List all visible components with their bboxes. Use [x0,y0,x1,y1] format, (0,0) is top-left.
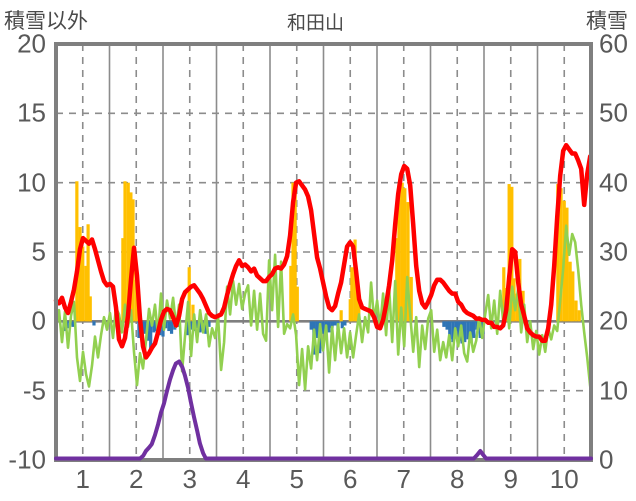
right-axis-tick: 50 [599,97,628,128]
right-axis-tick: 30 [599,236,628,267]
left-axis-tick: 0 [31,305,46,336]
chart-title: 和田山 [287,13,345,34]
left-axis-tick: -5 [22,375,46,406]
right-axis-tick: 10 [599,375,628,406]
x-axis-tick: 6 [343,464,358,494]
orange-bars [86,224,90,322]
orange-bars [123,181,127,322]
blue-bars [186,321,190,336]
x-axis-tick: 10 [549,464,579,494]
blue-bars [321,321,325,334]
blue-bars [340,321,344,329]
blue-bars [442,321,446,327]
blue-bars [463,321,467,343]
x-axis-tick: 9 [503,464,518,494]
orange-bars [565,207,569,322]
x-axis-tick: 4 [236,464,251,494]
orange-bars [357,304,361,322]
blue-bars [445,321,449,330]
blue-bars [92,321,96,326]
orange-bars [559,188,563,322]
left-axis-tick: 5 [31,236,46,267]
orange-bars [187,267,191,322]
orange-bars [515,293,519,322]
orange-bars [577,310,581,322]
blue-bars [207,321,211,327]
orange-bars [397,184,401,322]
blue-bars [472,321,476,338]
orange-bars [295,286,299,322]
x-axis-tick: 7 [396,464,411,494]
orange-bars [126,182,130,322]
right-axis-tick: 40 [599,167,628,198]
blue-bars [315,321,319,338]
right-axis-title: 積雪 [586,10,628,33]
blue-bars [327,321,331,333]
orange-bars [406,202,410,322]
orange-bars [339,310,343,322]
blue-bars [457,321,461,341]
left-axis-title: 積雪以外 [4,10,88,33]
orange-bars [507,184,511,322]
blue-bars [143,321,147,334]
blue-bars [198,321,202,333]
orange-bars [403,188,407,322]
x-axis-tick: 1 [75,464,90,494]
blue-bars [451,321,455,343]
blue-bars [149,321,153,350]
orange-bars [81,246,85,322]
blue-bars [330,321,334,329]
blue-bars [343,321,347,326]
x-axis-tick: 8 [450,464,465,494]
orange-bars [409,276,413,322]
orange-bars [350,267,354,322]
purple-line [54,359,593,461]
right-axis-tick: 60 [599,28,628,59]
orange-bars [75,181,79,322]
blue-bars [167,321,171,332]
blue-bars [333,321,337,326]
blue-bars [204,321,208,334]
orange-bars [395,238,399,322]
orange-bars [556,184,560,322]
blue-bars [448,321,452,340]
x-axis-tick: 5 [289,464,304,494]
orange-bars [355,282,359,322]
orange-bars [121,238,125,322]
orange-bars [571,271,575,322]
orange-bars [191,304,195,322]
blue-bars [169,321,174,334]
right-axis-tick: 20 [599,305,628,336]
left-axis-tick: -10 [8,444,46,475]
blue-bars [189,321,193,330]
blue-bars [195,321,199,329]
blue-bars [152,321,156,333]
x-axis-tick: 3 [182,464,197,494]
orange-bars [348,299,352,322]
blue-bars [466,321,470,340]
orange-bars [400,182,404,322]
orange-bars [293,188,297,322]
left-axis-tick: 20 [17,28,46,59]
orange-bars [88,296,92,322]
right-axis-tick: 0 [599,444,614,475]
orange-bars [502,267,506,322]
orange-bars [289,265,293,322]
orange-bars [291,182,295,322]
blue-bars [71,321,75,327]
blue-bars [309,321,313,330]
left-axis-tick: 15 [17,97,46,128]
left-axis-tick: 10 [17,167,46,198]
orange-bars [568,261,572,322]
blue-bars [137,321,141,338]
orange-bars [84,265,88,322]
blue-bars [454,321,458,332]
x-axis-tick: 2 [129,464,144,494]
orange-bars [574,300,578,322]
orange-bars [134,279,138,322]
orange-bars [78,227,82,322]
red-line [53,142,593,360]
